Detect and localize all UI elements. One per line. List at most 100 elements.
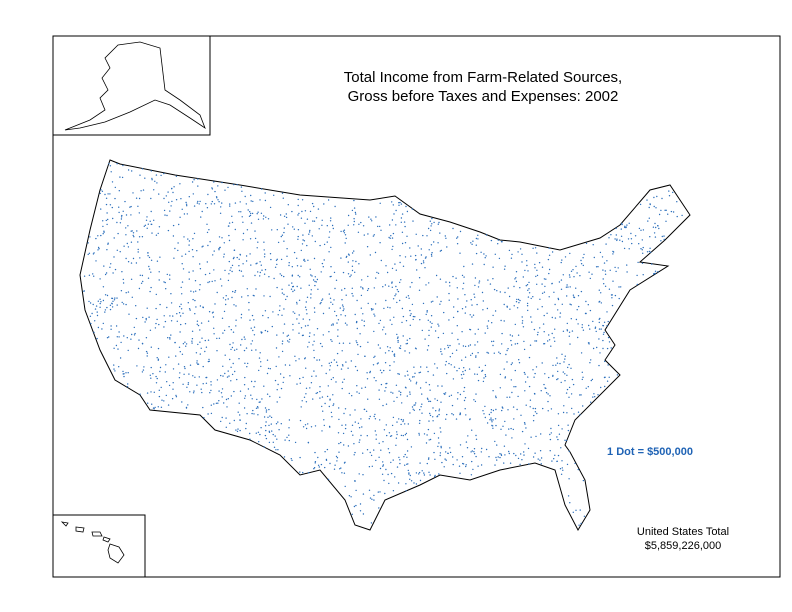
dot (548, 334, 550, 336)
dot (526, 305, 529, 307)
dot (133, 334, 136, 336)
dot (122, 210, 124, 212)
dot (374, 315, 376, 317)
dot (139, 274, 141, 276)
dot (176, 313, 178, 315)
dot (280, 387, 283, 390)
dot (615, 234, 617, 236)
dot (347, 214, 350, 217)
dot (209, 272, 211, 275)
dot (434, 398, 436, 400)
dot (228, 225, 230, 227)
dot (182, 312, 184, 314)
dot (409, 247, 411, 249)
dot (218, 390, 220, 392)
dot (494, 440, 496, 443)
dot (307, 346, 309, 348)
dot (565, 392, 568, 394)
dot (642, 252, 644, 254)
dot (126, 242, 128, 245)
dot (323, 243, 326, 246)
dot (266, 372, 269, 375)
dot (358, 441, 360, 443)
dot (252, 200, 254, 203)
dot (608, 288, 611, 290)
dot (410, 255, 412, 257)
dot (188, 271, 190, 273)
dot (179, 305, 181, 308)
dot (114, 297, 116, 299)
dot (524, 443, 526, 445)
dot (660, 209, 662, 212)
dot (459, 413, 461, 415)
dot (96, 337, 98, 340)
dot (301, 400, 303, 402)
dot (242, 221, 244, 223)
dot (395, 293, 397, 295)
dot (569, 343, 571, 345)
dot (521, 320, 524, 322)
dot (556, 357, 558, 359)
dot (235, 305, 237, 307)
dot (218, 201, 220, 203)
dot (513, 285, 515, 288)
dot (534, 372, 536, 375)
dot (614, 294, 617, 297)
dot (347, 224, 349, 226)
dot (561, 467, 563, 469)
dot (227, 398, 229, 400)
dot (204, 273, 207, 276)
dot (109, 308, 112, 311)
dot (300, 217, 303, 219)
dot (373, 494, 375, 497)
dot (631, 242, 633, 245)
dot (431, 252, 433, 254)
dot (238, 402, 240, 404)
dot (249, 432, 251, 435)
dot (299, 471, 301, 473)
dot (475, 455, 477, 458)
dot (653, 196, 655, 199)
dot (470, 242, 472, 244)
dot (286, 335, 288, 337)
dot (199, 263, 201, 265)
dot (546, 312, 548, 314)
dot (97, 326, 100, 329)
dot (443, 466, 445, 468)
dot (109, 266, 111, 268)
dot (557, 309, 559, 311)
dot (433, 432, 436, 435)
dot (175, 175, 178, 177)
dot (377, 225, 379, 228)
dot (201, 246, 203, 248)
dot (389, 369, 391, 371)
dot (435, 410, 437, 412)
dot (358, 392, 360, 394)
dot (515, 454, 517, 457)
dot (328, 307, 330, 309)
dot (197, 185, 199, 187)
dot (102, 233, 104, 235)
dot (287, 204, 289, 206)
dot (97, 246, 100, 249)
dot (375, 434, 377, 436)
dot (100, 208, 102, 210)
dot (288, 419, 291, 421)
dot (342, 365, 344, 367)
dot (398, 456, 400, 459)
dot (444, 458, 446, 460)
dot (548, 272, 550, 275)
dot (356, 299, 358, 302)
dot (146, 307, 148, 309)
dot (340, 230, 342, 233)
dot (373, 356, 375, 359)
dot (260, 331, 262, 333)
dot (609, 269, 611, 271)
dot (117, 232, 119, 235)
dot (150, 366, 152, 369)
dot (308, 341, 310, 343)
dot (395, 444, 397, 446)
dot (267, 416, 269, 418)
dot (104, 273, 107, 276)
dot (153, 391, 155, 393)
